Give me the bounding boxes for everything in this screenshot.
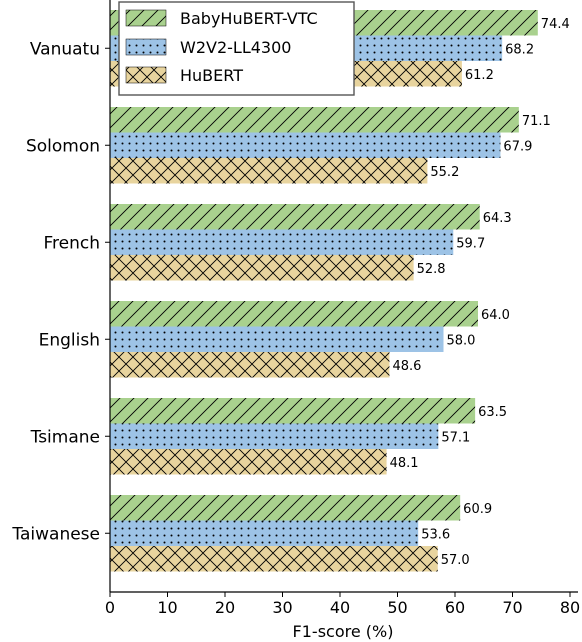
category-label-solomon: Solomon [26,136,100,156]
bar-solomon-babyhubert-vtc [110,107,519,133]
legend-swatch-hubert [125,66,167,84]
bar-tsimane-babyhubert-vtc [110,398,476,424]
bars-group [110,10,538,572]
x-tick-label-60: 60 [445,598,465,617]
value-label-english-hubert: 48.6 [392,359,421,374]
x-tick-label-70: 70 [502,598,522,617]
bar-english-hubert [110,352,390,378]
value-label-tsimane-babyhubert-vtc: 63.5 [478,405,507,420]
value-label-tsimane-hubert: 48.1 [390,456,419,471]
category-label-taiwanese: Taiwanese [11,524,100,544]
bar-solomon-w2v2-ll4300 [110,132,501,158]
value-label-taiwanese-babyhubert-vtc: 60.9 [463,502,492,517]
value-label-french-babyhubert-vtc: 64.3 [483,211,512,226]
bar-english-w2v2-ll4300 [110,326,444,352]
legend-label-hubert: HuBERT [180,66,243,85]
value-label-taiwanese-hubert: 57.0 [441,553,470,568]
x-tick-label-10: 10 [157,598,177,617]
value-label-tsimane-w2v2-ll4300: 57.1 [441,430,470,445]
legend: BabyHuBERT-VTC W2V2-LL4300 HuBERT [118,1,355,96]
x-tick-label-40: 40 [330,598,350,617]
legend-label-babyhubert-vtc: BabyHuBERT-VTC [180,9,318,28]
x-tick-label-20: 20 [215,598,235,617]
bar-tsimane-hubert [110,449,387,475]
bar-taiwanese-hubert [110,546,438,572]
value-label-french-w2v2-ll4300: 59.7 [456,236,485,251]
bar-tsimane-w2v2-ll4300 [110,423,439,449]
x-ticks-group: 0 10 20 30 40 50 60 70 80 [105,592,580,617]
value-label-vanuatu-hubert: 61.2 [465,68,494,83]
value-label-vanuatu-babyhubert-vtc: 74.4 [541,17,570,32]
value-label-solomon-hubert: 55.2 [430,165,459,180]
x-tick-label-30: 30 [272,598,292,617]
bar-solomon-hubert [110,158,428,184]
category-label-french: French [43,233,100,253]
category-labels-group: Vanuatu Solomon French English Tsimane Taiwan… [11,39,110,544]
bar-taiwanese-babyhubert-vtc [110,495,461,521]
value-label-english-w2v2-ll4300: 58.0 [447,333,476,348]
legend-label-w2v2-ll4300: W2V2-LL4300 [180,38,291,57]
value-labels-group: 74.4 68.2 61.2 71.1 67.9 55.2 64.3 59.7 52.8 64.0… [390,17,570,568]
value-label-english-babyhubert-vtc: 64.0 [481,308,510,323]
x-tick-label-0: 0 [105,598,115,617]
x-axis-title: F1-score (%) [293,622,394,641]
bar-french-w2v2-ll4300 [110,229,454,255]
value-label-taiwanese-w2v2-ll4300: 53.6 [421,527,450,542]
value-label-solomon-babyhubert-vtc: 71.1 [522,114,551,129]
x-tick-label-80: 80 [560,598,580,617]
value-label-french-hubert: 52.8 [417,262,446,277]
category-label-english: English [39,330,100,350]
bar-french-hubert [110,255,414,281]
category-label-tsimane: Tsimane [30,427,100,447]
legend-swatch-babyhubert-vtc [125,9,167,27]
axes-group [109,0,578,593]
legend-swatch-w2v2-ll4300 [125,38,167,56]
bar-taiwanese-w2v2-ll4300 [110,520,419,546]
category-label-vanuatu: Vanuatu [30,39,100,59]
value-label-vanuatu-w2v2-ll4300: 68.2 [505,42,534,57]
x-tick-label-50: 50 [387,598,407,617]
value-label-solomon-w2v2-ll4300: 67.9 [503,139,532,154]
bar-english-babyhubert-vtc [110,301,478,327]
bar-french-babyhubert-vtc [110,204,480,230]
